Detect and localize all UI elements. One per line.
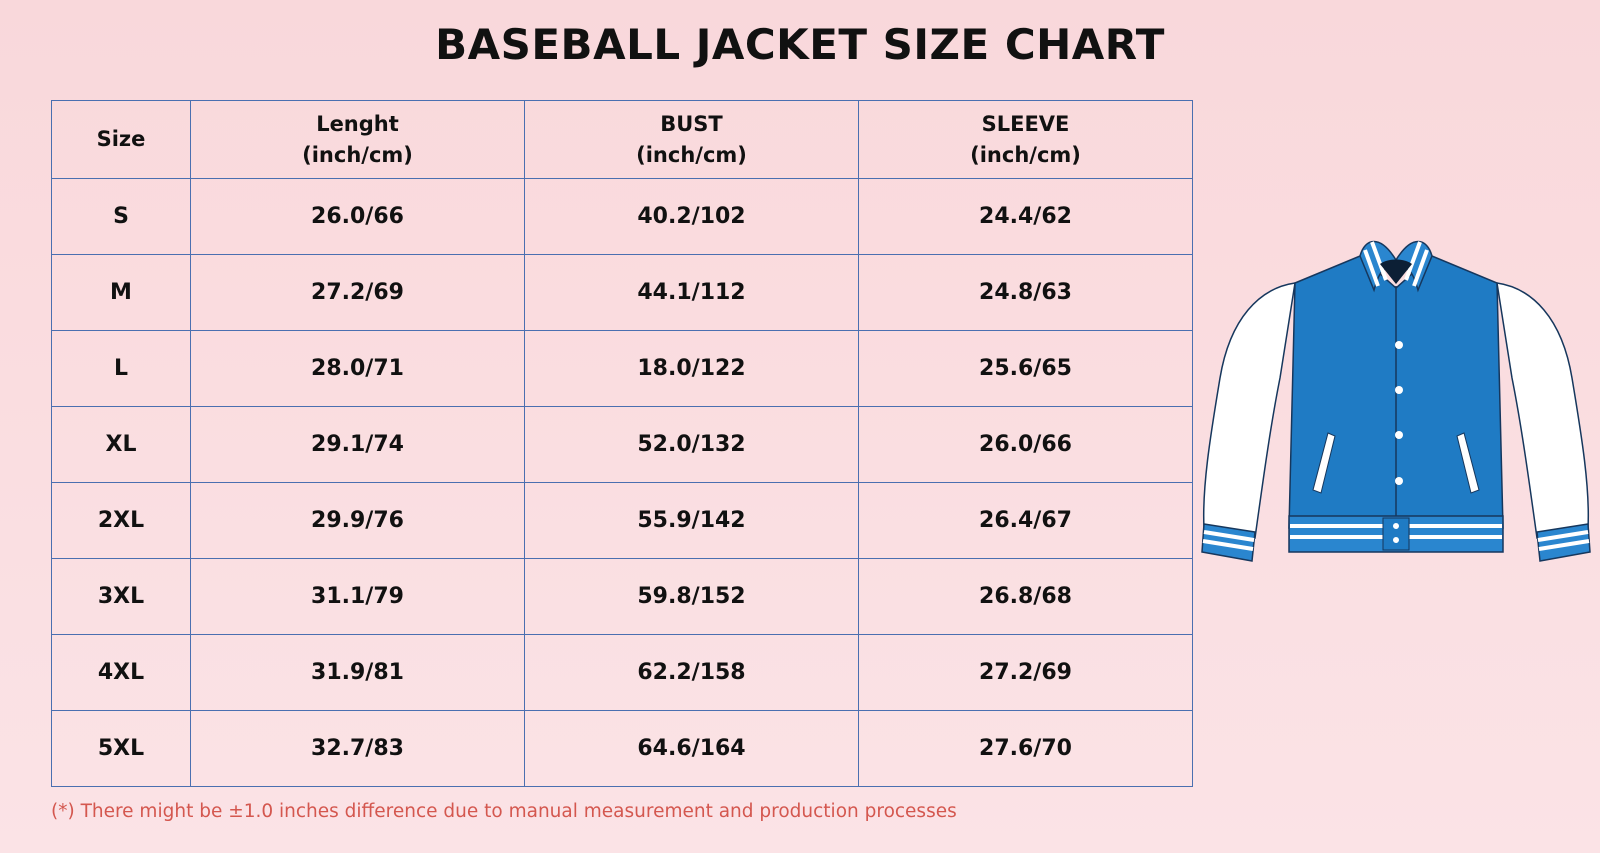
measure-cell: 26.8/68 bbox=[858, 558, 1193, 635]
measure-cell: 29.1/74 bbox=[190, 406, 525, 483]
footnote: (*) There might be ±1.0 inches differenc… bbox=[51, 801, 957, 822]
table-row: L 28.0/71 18.0/122 25.6/65 bbox=[51, 330, 1193, 407]
column-header: Size bbox=[51, 100, 191, 179]
table-row: 5XL 32.7/83 64.6/164 27.6/70 bbox=[51, 710, 1193, 787]
jacket-illustration bbox=[1201, 240, 1591, 562]
measure-cell: 55.9/142 bbox=[524, 482, 859, 559]
size-cell: 4XL bbox=[51, 634, 191, 711]
header-line: SLEEVE bbox=[981, 111, 1070, 136]
measure-cell: 26.0/66 bbox=[858, 406, 1193, 483]
measure-cell: 24.8/63 bbox=[858, 254, 1193, 331]
measure-cell: 25.6/65 bbox=[858, 330, 1193, 407]
title-text: BASEBALL JACKET SIZE CHART bbox=[435, 20, 1165, 69]
header-line: BUST bbox=[660, 111, 723, 136]
measure-cell: 31.1/79 bbox=[190, 558, 525, 635]
table-row: 4XL 31.9/81 62.2/158 27.2/69 bbox=[51, 634, 1193, 711]
size-cell: S bbox=[51, 178, 191, 255]
size-cell: L bbox=[51, 330, 191, 407]
measure-cell: 27.2/69 bbox=[858, 634, 1193, 711]
size-cell: 5XL bbox=[51, 710, 191, 787]
table-row: 3XL 31.1/79 59.8/152 26.8/68 bbox=[51, 558, 1193, 635]
measure-cell: 27.2/69 bbox=[190, 254, 525, 331]
column-header: SLEEVE (inch/cm) bbox=[858, 100, 1193, 179]
measure-cell: 32.7/83 bbox=[190, 710, 525, 787]
measure-cell: 62.2/158 bbox=[524, 634, 859, 711]
table-row: XL 29.1/74 52.0/132 26.0/66 bbox=[51, 406, 1193, 483]
measure-cell: 52.0/132 bbox=[524, 406, 859, 483]
measure-cell: 27.6/70 bbox=[858, 710, 1193, 787]
size-cell: M bbox=[51, 254, 191, 331]
measure-cell: 26.4/67 bbox=[858, 482, 1193, 559]
size-cell: 2XL bbox=[51, 482, 191, 559]
size-table: Size Lenght (inch/cm) BUST (inch/cm) SLEEVE (i… bbox=[51, 100, 1193, 787]
measure-cell: 29.9/76 bbox=[190, 482, 525, 559]
column-header: Lenght (inch/cm) bbox=[190, 100, 525, 179]
measure-cell: 31.9/81 bbox=[190, 634, 525, 711]
measure-cell: 24.4/62 bbox=[858, 178, 1193, 255]
header-line: Lenght bbox=[316, 111, 399, 136]
title: BASEBALL JACKET SIZE CHART bbox=[0, 20, 1600, 69]
table-row: S 26.0/66 40.2/102 24.4/62 bbox=[51, 178, 1193, 255]
size-cell: 3XL bbox=[51, 558, 191, 635]
measure-cell: 18.0/122 bbox=[524, 330, 859, 407]
table-body: S 26.0/66 40.2/102 24.4/62 M 27.2/69 44.1/112 2… bbox=[51, 178, 1193, 787]
header-row: Size Lenght (inch/cm) BUST (inch/cm) SLEEVE (i… bbox=[51, 100, 1193, 179]
table-row: M 27.2/69 44.1/112 24.8/63 bbox=[51, 254, 1193, 331]
measure-cell: 40.2/102 bbox=[524, 178, 859, 255]
measure-cell: 59.8/152 bbox=[524, 558, 859, 635]
measure-cell: 26.0/66 bbox=[190, 178, 525, 255]
header-line: Size bbox=[96, 127, 146, 151]
measure-cell: 28.0/71 bbox=[190, 330, 525, 407]
header-line: (inch/cm) bbox=[636, 142, 747, 167]
measure-cell: 44.1/112 bbox=[524, 254, 859, 331]
header-line: (inch/cm) bbox=[302, 142, 413, 167]
measure-cell: 64.6/164 bbox=[524, 710, 859, 787]
table-row: 2XL 29.9/76 55.9/142 26.4/67 bbox=[51, 482, 1193, 559]
column-header: BUST (inch/cm) bbox=[524, 100, 859, 179]
size-cell: XL bbox=[51, 406, 191, 483]
header-line: (inch/cm) bbox=[970, 142, 1081, 167]
